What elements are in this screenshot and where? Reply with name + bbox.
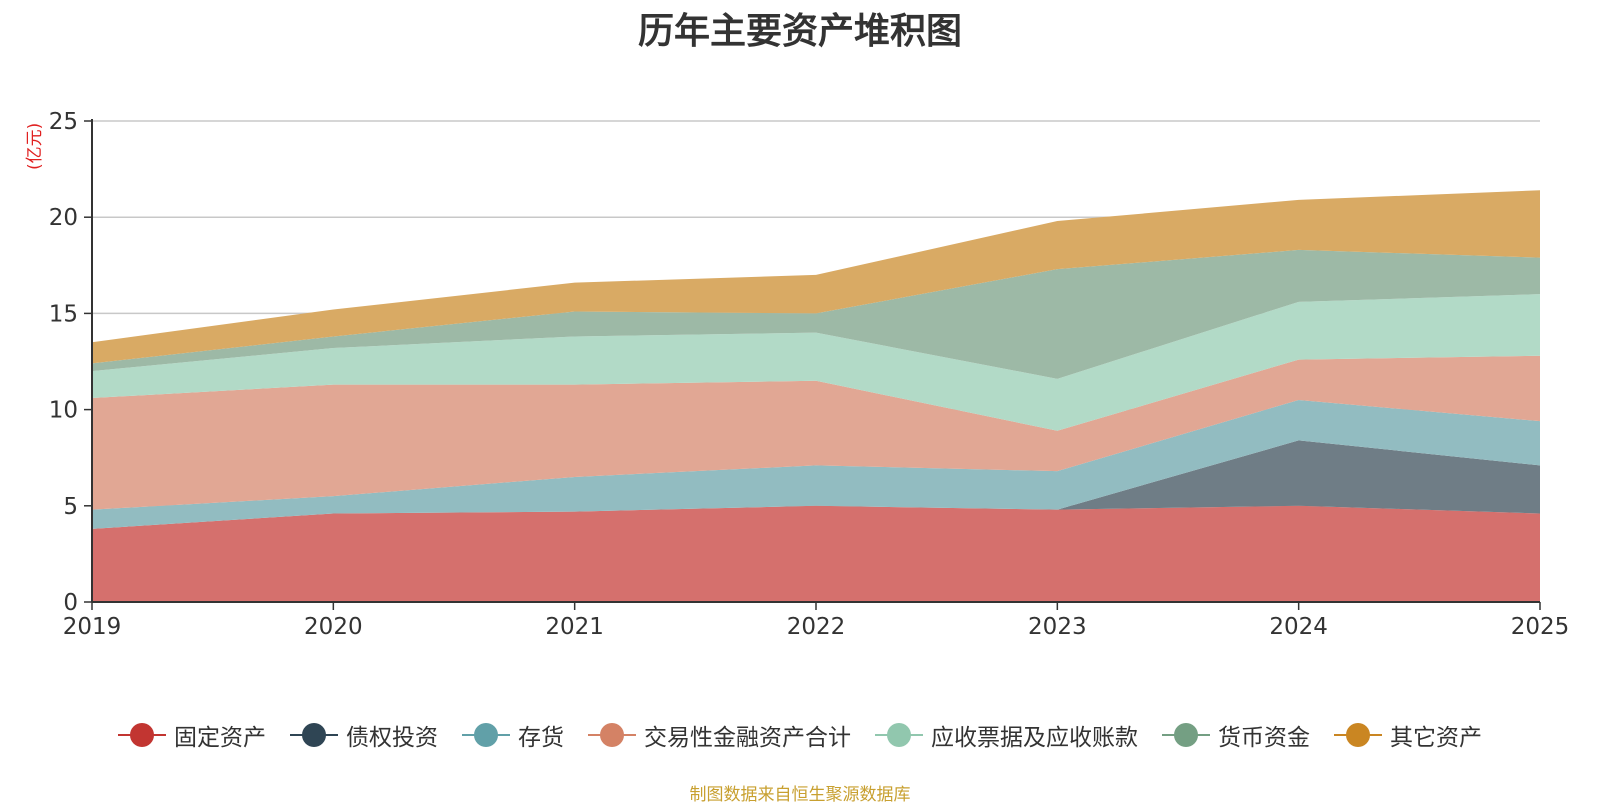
legend-item-7[interactable]: 其它资产 [1334,718,1482,752]
y-tick-label: 25 [49,109,78,135]
legend-label: 应收票据及应收账款 [931,725,1138,751]
x-tick-label: 2022 [787,614,846,640]
legend-marker-icon [290,723,338,747]
area-series-6 [92,249,1540,379]
source-note: 制图数据来自恒生聚源数据库 [689,785,911,805]
legend-label: 存货 [518,725,564,751]
y-tick-label: 5 [63,494,78,520]
legend-marker-icon [462,723,510,747]
area-series [92,190,1540,602]
legend-item-4[interactable]: 交易性金融资产合计 [588,718,851,752]
legend-marker-icon [875,723,923,747]
legend-label: 债权投资 [346,725,438,751]
area-series-3 [92,399,1540,529]
x-tick-label: 2025 [1511,614,1570,640]
legend-marker-icon [1334,723,1382,747]
legend: 固定资产 债权投资 存货 交易性金融资产合计 应收票据及应收账款 货币资金 其它资产 [0,718,1600,752]
y-tick-label: 15 [49,301,78,327]
x-tick-label: 2019 [63,614,122,640]
area-series-7 [92,190,1540,364]
legend-marker-icon [588,723,636,747]
chart-title: 历年主要资产堆积图 [637,11,962,52]
area-series-4 [92,355,1540,510]
y-tick-label: 10 [49,398,78,424]
area-series-2 [92,440,1540,529]
legend-label: 固定资产 [174,725,266,751]
y-tick-label: 0 [63,590,78,616]
x-tick-label: 2021 [545,614,604,640]
legend-item-2[interactable]: 债权投资 [290,718,438,752]
legend-label: 货币资金 [1218,725,1310,751]
x-tick-label: 2024 [1269,614,1328,640]
area-series-1 [92,505,1540,602]
y-tick-label: 20 [49,205,78,231]
legend-item-5[interactable]: 应收票据及应收账款 [875,718,1138,752]
x-tick-label: 2020 [304,614,363,640]
legend-label: 其它资产 [1390,725,1482,751]
x-tick-label: 2023 [1028,614,1087,640]
area-series-5 [92,294,1540,431]
legend-item-3[interactable]: 存货 [462,718,564,752]
legend-label: 交易性金融资产合计 [644,725,851,751]
legend-item-6[interactable]: 货币资金 [1162,718,1310,752]
legend-marker-icon [1162,723,1210,747]
legend-item-1[interactable]: 固定资产 [118,718,266,752]
legend-marker-icon [118,723,166,747]
